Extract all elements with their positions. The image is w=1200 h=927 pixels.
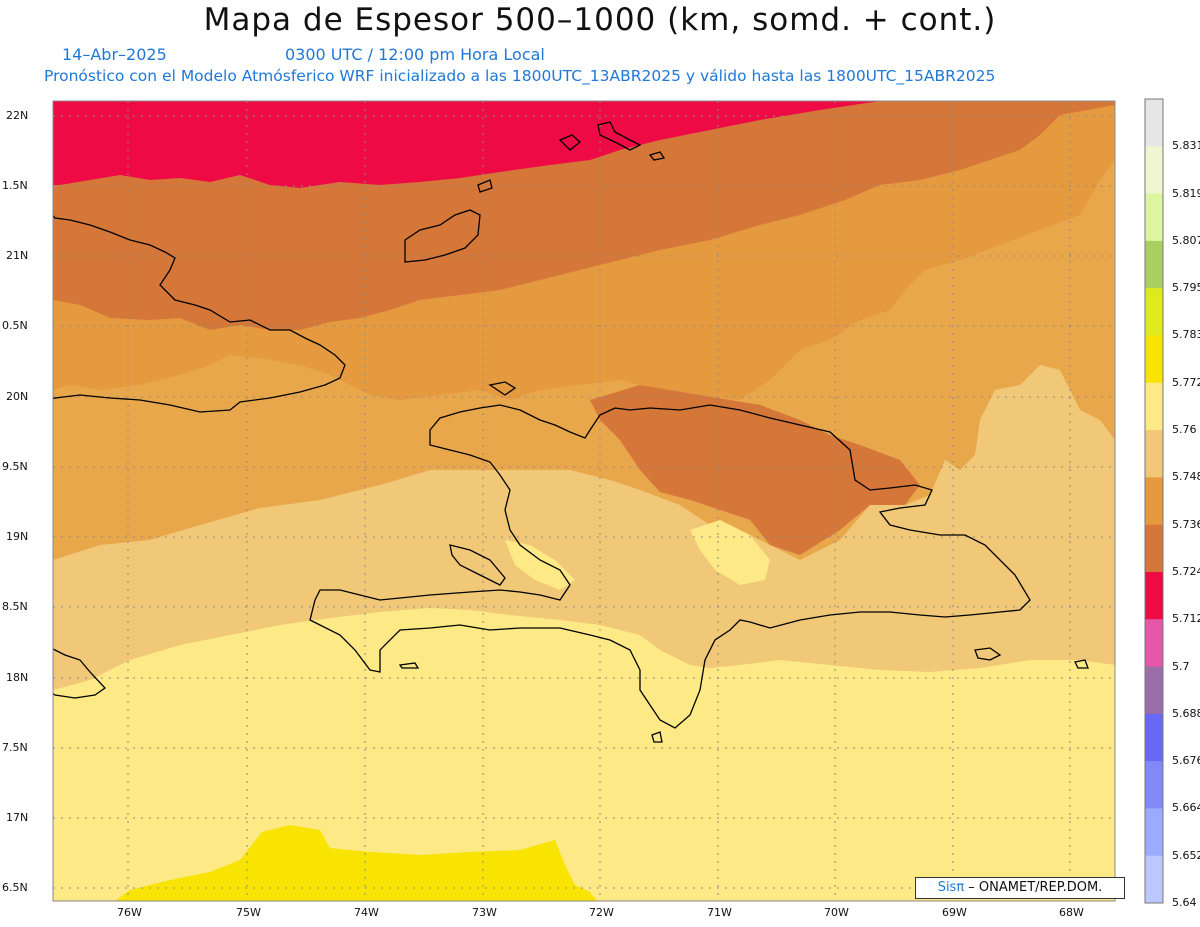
colorbar-label: 5.76: [1172, 423, 1197, 437]
colorbar-label: 5.724: [1172, 564, 1200, 578]
colorbar-swatch: [1145, 666, 1163, 715]
colorbar-swatch: [1145, 99, 1163, 147]
lat-label: 22N: [6, 109, 29, 122]
lat-label: 1.5N: [2, 179, 28, 192]
forecast-label: Pronóstico con el Modelo Atmósferico WRF…: [44, 67, 996, 85]
colorbar-swatch: [1145, 524, 1163, 573]
pi-symbol: π: [956, 880, 965, 895]
lat-label: 17N: [6, 811, 29, 824]
colorbar-label: 5.807: [1172, 233, 1200, 247]
colorbar-swatch: [1145, 571, 1163, 620]
lon-label: 72W: [589, 906, 614, 919]
credit-suffix: – ONAMET/REP.DOM.: [964, 880, 1103, 895]
credit-box: Sisπ – ONAMET/REP.DOM.: [915, 877, 1125, 899]
lat-label: 6.5N: [2, 881, 28, 894]
colorbar-label: 5.819: [1172, 186, 1200, 200]
colorbar-swatch: [1145, 761, 1163, 809]
colorbar-label: 5.64: [1172, 896, 1197, 909]
field-red: [53, 101, 880, 188]
lat-label: 9.5N: [2, 460, 28, 473]
colorbar-label: 5.831: [1172, 139, 1200, 153]
field-yellow: [115, 825, 597, 901]
plot-frame: [52, 100, 1116, 902]
colorbar-swatch: [1145, 619, 1163, 668]
lat-label: 20N: [6, 390, 29, 403]
colorbar-label: 5.783: [1172, 328, 1200, 342]
coastlines: [53, 121, 1089, 743]
lat-label: 8.5N: [2, 600, 28, 613]
lat-label: 21N: [6, 249, 29, 262]
colorbar-label: 5.7: [1172, 659, 1190, 673]
colorbar-label: 5.748: [1172, 470, 1200, 484]
colorbar-swatch: [1145, 335, 1163, 384]
shaded-thickness-field: [53, 101, 1115, 901]
map-title: Mapa de Espesor 500–1000 (km, somd. + co…: [203, 2, 997, 38]
colorbar-label: 5.688: [1172, 706, 1200, 720]
colorbar-swatch: [1145, 382, 1163, 431]
graticule: [53, 101, 1115, 901]
lon-label: 68W: [1059, 906, 1084, 919]
colorbar-label: 5.772: [1172, 375, 1200, 389]
colorbar-swatch: [1145, 240, 1163, 289]
lat-label: 19N: [6, 530, 29, 543]
colorbar-swatch: [1145, 477, 1163, 526]
lat-label: 18N: [6, 671, 29, 684]
colorbar-label: 5.712: [1172, 612, 1200, 626]
colorbar-swatch: [1145, 430, 1163, 478]
field-light-yellow-blob-1: [690, 520, 770, 585]
colorbar-swatch: [1145, 146, 1163, 195]
colorbar-label: 5.664: [1172, 801, 1200, 815]
credit-prefix: Sis: [937, 880, 957, 895]
lon-label: 74W: [354, 906, 379, 919]
field-dark-orange-north-haiti: [590, 385, 920, 555]
colorbar-label: 5.652: [1172, 848, 1200, 862]
lon-label: 75W: [236, 906, 261, 919]
colorbar-swatch: [1145, 288, 1163, 336]
date-label: 14–Abr–2025: [62, 45, 167, 64]
lat-label: 0.5N: [2, 319, 28, 332]
colorbar-label: 5.795: [1172, 281, 1200, 295]
time-label: 0300 UTC / 12:00 pm Hora Local: [285, 45, 545, 64]
lon-label: 69W: [942, 906, 967, 919]
field-light-yellow: [53, 608, 1115, 901]
lon-label: 76W: [117, 906, 142, 919]
lat-label: 7.5N: [2, 741, 28, 754]
colorbar-swatch: [1145, 855, 1163, 904]
lon-label: 73W: [472, 906, 497, 919]
lon-label: 71W: [707, 906, 732, 919]
colorbar: [1144, 98, 1164, 904]
colorbar-label: 5.676: [1172, 754, 1200, 768]
colorbar-label: 5.736: [1172, 517, 1200, 531]
field-light-yellow-blob-2: [505, 540, 575, 590]
colorbar-swatch: [1145, 193, 1163, 242]
colorbar-swatch: [1145, 713, 1163, 762]
lon-label: 70W: [824, 906, 849, 919]
colorbar-swatch: [1145, 808, 1163, 857]
colorbar-frame: [1144, 98, 1164, 904]
